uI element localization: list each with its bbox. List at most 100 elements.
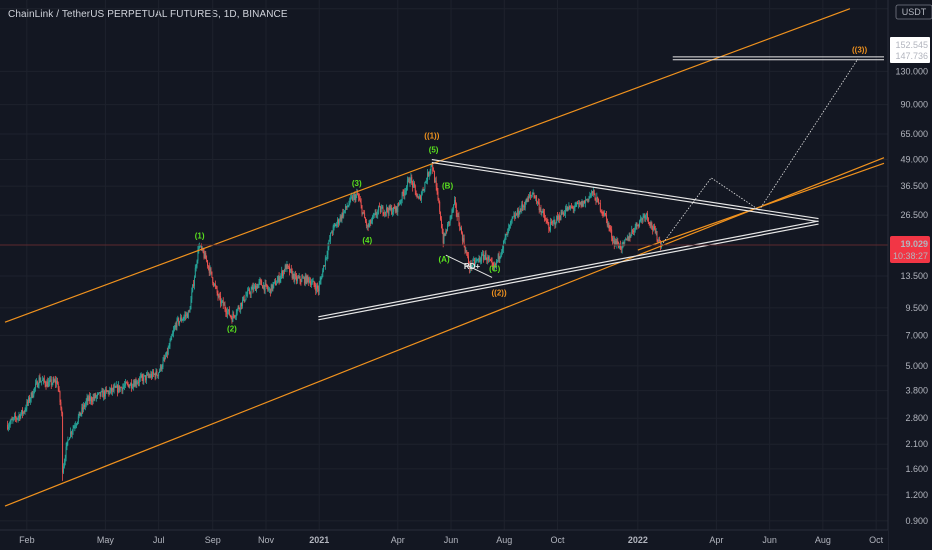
candle-body: [637, 224, 639, 227]
candle-body: [296, 277, 298, 281]
price-tick-label: 13.500: [900, 271, 928, 281]
candle-body: [323, 265, 325, 271]
candle-body: [205, 253, 207, 260]
candle-body: [57, 384, 59, 389]
candle-body: [529, 195, 531, 198]
candle-body: [519, 208, 521, 215]
candle-body: [112, 388, 114, 391]
candle-body: [242, 296, 244, 300]
candle-body: [282, 271, 284, 276]
candle-body: [630, 235, 632, 238]
candle-body: [564, 213, 565, 215]
candle-body: [386, 207, 387, 213]
candle-body: [434, 180, 436, 183]
candle-body: [278, 276, 280, 282]
candle-body: [652, 227, 654, 231]
candle-body: [427, 172, 428, 182]
candle-body: [430, 165, 432, 171]
candle-body: [371, 220, 373, 224]
candle-body: [379, 206, 381, 213]
candle-body: [138, 382, 140, 384]
candle-body: [477, 258, 479, 260]
candle-body: [344, 210, 346, 212]
candle-body: [42, 378, 44, 381]
candle-body: [505, 233, 507, 238]
candle-body: [459, 224, 461, 231]
candle-body: [94, 394, 96, 399]
candle-body: [144, 375, 146, 377]
candle-body: [365, 218, 366, 222]
candle-body: [467, 254, 469, 257]
candle-body: [580, 202, 582, 207]
candle-body: [236, 309, 238, 314]
candle-body: [354, 194, 356, 201]
candle-body: [207, 265, 209, 267]
candle-body: [152, 371, 153, 378]
candle-body: [499, 256, 501, 259]
candle-body: [84, 404, 86, 407]
candle-body: [358, 197, 360, 200]
candle-body: [66, 441, 68, 447]
candle-body: [286, 264, 288, 270]
candle-body: [643, 215, 645, 217]
candle-body: [27, 401, 29, 403]
candle-body: [633, 230, 634, 233]
candle-body: [342, 212, 344, 217]
time-tick-label: 2022: [628, 535, 648, 545]
candle-body: [318, 284, 320, 292]
candle-body: [482, 254, 484, 260]
time-tick-label: Apr: [709, 535, 723, 545]
candle-body: [567, 207, 569, 211]
candle-body: [106, 390, 108, 392]
candle-body: [427, 172, 429, 177]
candle-body: [169, 341, 171, 347]
candle-body: [255, 285, 256, 291]
candle-body: [301, 277, 303, 282]
candle-body: [472, 260, 474, 266]
candle-body: [344, 206, 346, 211]
candle-body: [273, 282, 275, 285]
candle-body: [365, 221, 367, 227]
candle-body: [554, 220, 556, 225]
candle-body: [299, 276, 301, 281]
candle-body: [145, 375, 146, 381]
candle-body: [385, 211, 387, 213]
candle-body: [260, 280, 262, 281]
wave-label: (1): [195, 231, 205, 240]
candle-body: [104, 391, 105, 397]
candle-body: [550, 222, 552, 231]
candle-body: [560, 212, 562, 220]
candle-body: [56, 380, 58, 385]
candle-body: [16, 418, 18, 420]
candle-body: [80, 413, 82, 416]
candle-body: [142, 377, 144, 382]
candle-body: [173, 327, 175, 331]
candle-body: [188, 310, 190, 312]
candle-body: [516, 209, 518, 216]
candle-body: [26, 401, 28, 409]
candle-body: [373, 213, 375, 216]
candle-body: [199, 245, 201, 248]
candle-body: [202, 248, 204, 253]
candle-body: [395, 206, 397, 212]
candle-body: [300, 280, 302, 282]
candle-body: [155, 370, 157, 378]
candle-body: [272, 284, 274, 290]
candle-body: [158, 372, 160, 377]
candle-body: [255, 285, 257, 291]
candle-body: [268, 289, 270, 290]
candle-body: [557, 215, 559, 220]
wave-label: (C): [489, 264, 500, 273]
candle-body: [608, 223, 610, 228]
candle-body: [97, 392, 99, 394]
candle-body: [97, 393, 98, 396]
candle-body: [91, 401, 93, 403]
candle-body: [166, 351, 167, 357]
candle-body: [653, 226, 655, 230]
candle-body: [366, 225, 368, 227]
time-axis: Feb May Jul Sep Nov 2021 Apr Jun Aug Oct 2022 Apr Ju…: [0, 529, 888, 550]
candle-body: [171, 336, 173, 338]
candle-body: [410, 177, 412, 182]
candle-body: [316, 285, 318, 291]
